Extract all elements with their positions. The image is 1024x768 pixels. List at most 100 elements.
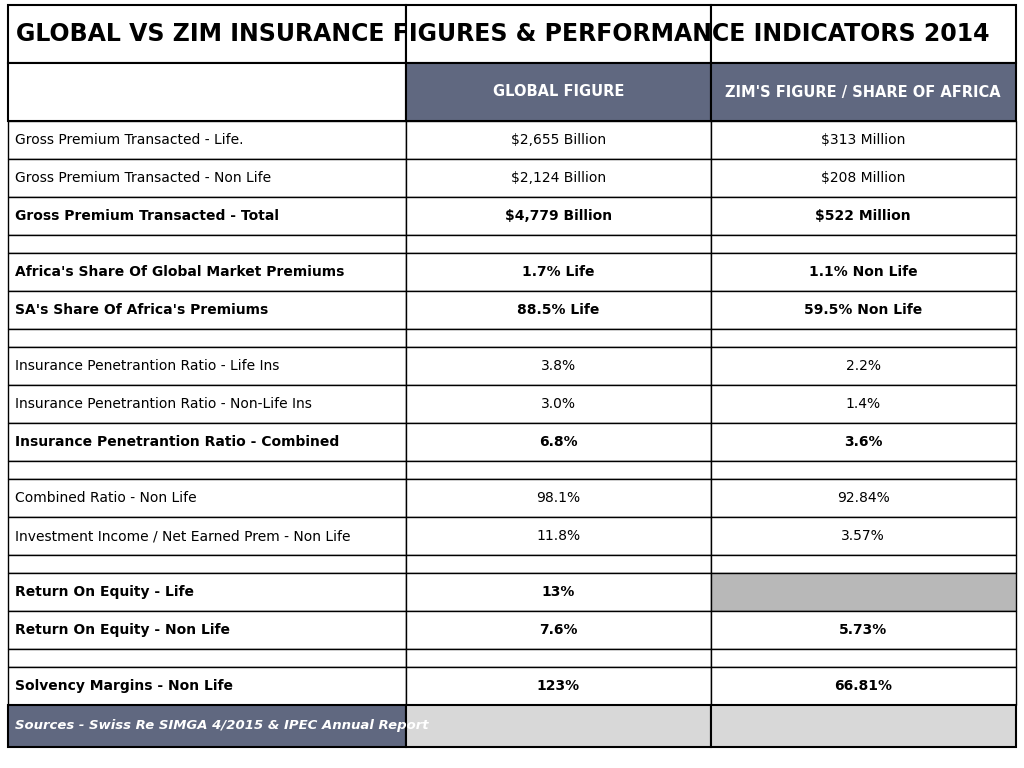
Text: 13%: 13% — [542, 585, 575, 599]
FancyBboxPatch shape — [711, 555, 1016, 573]
FancyBboxPatch shape — [711, 5, 1016, 63]
FancyBboxPatch shape — [8, 329, 407, 347]
Text: $313 Million: $313 Million — [821, 133, 905, 147]
FancyBboxPatch shape — [8, 667, 407, 705]
Text: Sources - Swiss Re SIMGA 4/2015 & IPEC Annual Report: Sources - Swiss Re SIMGA 4/2015 & IPEC A… — [15, 720, 429, 733]
Text: GLOBAL VS ZIM INSURANCE FIGURES & PERFORMANCE INDICATORS 2014: GLOBAL VS ZIM INSURANCE FIGURES & PERFOR… — [16, 22, 989, 46]
FancyBboxPatch shape — [407, 5, 711, 63]
Text: 98.1%: 98.1% — [537, 491, 581, 505]
Text: 11.8%: 11.8% — [537, 529, 581, 543]
Text: Return On Equity - Non Life: Return On Equity - Non Life — [15, 623, 230, 637]
Text: 7.6%: 7.6% — [539, 623, 578, 637]
FancyBboxPatch shape — [711, 517, 1016, 555]
FancyBboxPatch shape — [8, 121, 407, 159]
FancyBboxPatch shape — [407, 121, 711, 159]
FancyBboxPatch shape — [711, 423, 1016, 461]
Text: $2,655 Billion: $2,655 Billion — [511, 133, 606, 147]
FancyBboxPatch shape — [711, 611, 1016, 649]
FancyBboxPatch shape — [711, 705, 1016, 747]
FancyBboxPatch shape — [8, 573, 407, 611]
Text: 3.6%: 3.6% — [844, 435, 883, 449]
FancyBboxPatch shape — [8, 235, 407, 253]
Text: 3.57%: 3.57% — [842, 529, 885, 543]
FancyBboxPatch shape — [407, 197, 711, 235]
FancyBboxPatch shape — [407, 159, 711, 197]
Text: ZIM'S FIGURE / SHARE OF AFRICA: ZIM'S FIGURE / SHARE OF AFRICA — [725, 84, 1001, 100]
FancyBboxPatch shape — [407, 329, 711, 347]
FancyBboxPatch shape — [8, 159, 407, 197]
Text: SA's Share Of Africa's Premiums: SA's Share Of Africa's Premiums — [15, 303, 268, 317]
FancyBboxPatch shape — [711, 479, 1016, 517]
Text: Africa's Share Of Global Market Premiums: Africa's Share Of Global Market Premiums — [15, 265, 344, 279]
FancyBboxPatch shape — [407, 667, 711, 705]
FancyBboxPatch shape — [407, 705, 711, 747]
Text: $4,779 Billion: $4,779 Billion — [505, 209, 612, 223]
Text: 5.73%: 5.73% — [839, 623, 888, 637]
FancyBboxPatch shape — [711, 573, 1016, 611]
Text: Investment Income / Net Earned Prem - Non Life: Investment Income / Net Earned Prem - No… — [15, 529, 350, 543]
Text: $522 Million: $522 Million — [815, 209, 911, 223]
Text: 88.5% Life: 88.5% Life — [517, 303, 600, 317]
Text: 59.5% Non Life: 59.5% Non Life — [804, 303, 923, 317]
Text: 1.1% Non Life: 1.1% Non Life — [809, 265, 918, 279]
FancyBboxPatch shape — [8, 461, 407, 479]
FancyBboxPatch shape — [407, 253, 711, 291]
FancyBboxPatch shape — [8, 479, 407, 517]
Text: Gross Premium Transacted - Total: Gross Premium Transacted - Total — [15, 209, 279, 223]
FancyBboxPatch shape — [8, 291, 407, 329]
Text: Insurance Penetrantion Ratio - Combined: Insurance Penetrantion Ratio - Combined — [15, 435, 339, 449]
FancyBboxPatch shape — [407, 291, 711, 329]
Text: 1.4%: 1.4% — [846, 397, 881, 411]
FancyBboxPatch shape — [8, 555, 407, 573]
FancyBboxPatch shape — [8, 517, 407, 555]
FancyBboxPatch shape — [8, 385, 407, 423]
FancyBboxPatch shape — [407, 385, 711, 423]
FancyBboxPatch shape — [8, 423, 407, 461]
FancyBboxPatch shape — [407, 235, 711, 253]
Text: Gross Premium Transacted - Non Life: Gross Premium Transacted - Non Life — [15, 171, 271, 185]
Text: Combined Ratio - Non Life: Combined Ratio - Non Life — [15, 491, 197, 505]
FancyBboxPatch shape — [711, 649, 1016, 667]
Text: Return On Equity - Life: Return On Equity - Life — [15, 585, 194, 599]
FancyBboxPatch shape — [711, 461, 1016, 479]
Text: $208 Million: $208 Million — [821, 171, 905, 185]
Text: $2,124 Billion: $2,124 Billion — [511, 171, 606, 185]
FancyBboxPatch shape — [407, 479, 711, 517]
Text: Insurance Penetrantion Ratio - Life Ins: Insurance Penetrantion Ratio - Life Ins — [15, 359, 280, 373]
FancyBboxPatch shape — [8, 705, 407, 747]
Text: 3.8%: 3.8% — [541, 359, 575, 373]
FancyBboxPatch shape — [711, 347, 1016, 385]
FancyBboxPatch shape — [407, 555, 711, 573]
Text: 6.8%: 6.8% — [539, 435, 578, 449]
FancyBboxPatch shape — [8, 347, 407, 385]
Text: 66.81%: 66.81% — [835, 679, 892, 693]
FancyBboxPatch shape — [8, 611, 407, 649]
FancyBboxPatch shape — [8, 649, 407, 667]
FancyBboxPatch shape — [407, 573, 711, 611]
FancyBboxPatch shape — [711, 235, 1016, 253]
Text: 92.84%: 92.84% — [837, 491, 890, 505]
FancyBboxPatch shape — [711, 159, 1016, 197]
FancyBboxPatch shape — [8, 197, 407, 235]
FancyBboxPatch shape — [407, 423, 711, 461]
FancyBboxPatch shape — [407, 347, 711, 385]
Text: 1.7% Life: 1.7% Life — [522, 265, 595, 279]
Text: 2.2%: 2.2% — [846, 359, 881, 373]
Text: GLOBAL FIGURE: GLOBAL FIGURE — [493, 84, 624, 100]
FancyBboxPatch shape — [711, 63, 1016, 121]
Text: 3.0%: 3.0% — [541, 397, 575, 411]
FancyBboxPatch shape — [8, 63, 407, 121]
FancyBboxPatch shape — [711, 667, 1016, 705]
Text: Solvency Margins - Non Life: Solvency Margins - Non Life — [15, 679, 233, 693]
FancyBboxPatch shape — [711, 121, 1016, 159]
FancyBboxPatch shape — [711, 253, 1016, 291]
FancyBboxPatch shape — [407, 649, 711, 667]
FancyBboxPatch shape — [8, 253, 407, 291]
FancyBboxPatch shape — [8, 5, 407, 63]
Text: Insurance Penetrantion Ratio - Non-Life Ins: Insurance Penetrantion Ratio - Non-Life … — [15, 397, 312, 411]
FancyBboxPatch shape — [711, 385, 1016, 423]
FancyBboxPatch shape — [407, 611, 711, 649]
FancyBboxPatch shape — [407, 63, 711, 121]
FancyBboxPatch shape — [407, 517, 711, 555]
FancyBboxPatch shape — [407, 461, 711, 479]
